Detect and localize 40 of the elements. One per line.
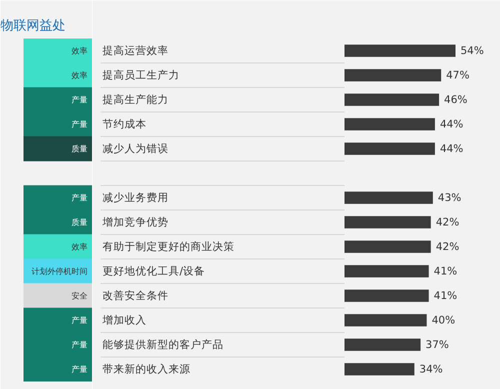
category-label: 质量 (72, 144, 88, 154)
y-tick-label: 有助于制定更好的商业决策 (102, 240, 234, 253)
data-label: 54% (460, 44, 484, 57)
y-tick-label: 增加竞争优势 (102, 215, 168, 228)
category-label: 效率 (72, 242, 88, 252)
y-tick-label: 提高生产能力 (102, 92, 168, 106)
data-label: 43% (438, 192, 462, 204)
data-label: 42% (436, 216, 460, 228)
y-tick-label: 提高运营效率 (102, 44, 168, 57)
y-tick-label: 减少人为错误 (102, 142, 168, 155)
category-label: 产量 (72, 95, 88, 104)
y-tick-label: 节约成本 (102, 117, 146, 130)
category-label: 产量 (72, 193, 88, 202)
data-label: 46% (444, 94, 468, 106)
y-tick-label: 更好地优化工具/设备 (102, 264, 206, 278)
data-label: 37% (426, 338, 449, 351)
category-label: 产量 (72, 364, 88, 374)
text: 物联网益处 (0, 18, 66, 34)
data-label: 40% (432, 314, 456, 326)
y-tick-label: 提高员工生产力 (102, 68, 180, 82)
data-label: 41% (434, 290, 458, 302)
category-label: 质量 (72, 218, 88, 227)
category-label: 产量 (72, 340, 88, 350)
category-label: 效率 (72, 70, 88, 80)
data-label: 44% (440, 142, 464, 155)
data-label: 47% (446, 69, 470, 82)
data-label: 44% (440, 118, 464, 130)
category-label: 效率 (72, 46, 88, 56)
data-label: 41% (434, 265, 458, 278)
category-label: 产量 (72, 120, 88, 129)
y-tick-label: 带来新的收入来源 (102, 362, 190, 376)
y-tick-label: 增加收入 (102, 313, 146, 326)
data-label: 34% (419, 363, 443, 376)
category-label: 产量 (72, 316, 88, 325)
data-label: 42% (436, 240, 460, 253)
y-tick-label: 减少业务费用 (102, 190, 168, 204)
y-tick-label: 能够提供新型的客户产品 (102, 338, 224, 351)
category-label: 计划外停机时间 (32, 266, 88, 276)
y-tick-label: 改善安全条件 (102, 288, 168, 302)
category-label: 安全 (72, 291, 88, 300)
